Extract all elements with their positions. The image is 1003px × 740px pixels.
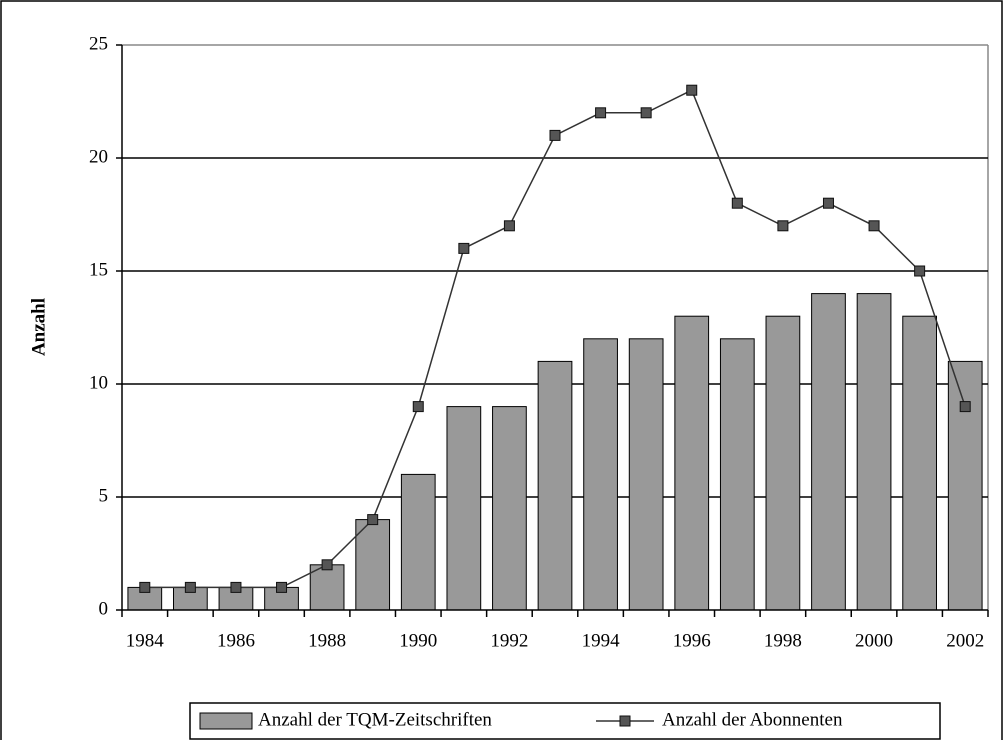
- bar: [856, 293, 892, 611]
- line-marker: [959, 401, 971, 413]
- x-tick-label: 1986: [217, 630, 255, 651]
- bar: [902, 315, 937, 611]
- line-marker: [503, 220, 515, 232]
- line-marker: [777, 220, 789, 232]
- legend-box: [189, 702, 941, 740]
- line-marker: [731, 197, 743, 209]
- bar: [400, 473, 436, 611]
- line-marker: [595, 107, 607, 119]
- x-tick-label: 1996: [673, 630, 711, 651]
- line-marker: [686, 84, 698, 96]
- y-tick-label: 15: [89, 259, 108, 280]
- y-tick-label: 5: [99, 485, 109, 506]
- y-tick-label: 25: [89, 33, 108, 54]
- x-tick-label: 2000: [855, 630, 893, 651]
- bar: [628, 338, 664, 611]
- x-tick-label: 1984: [126, 630, 165, 651]
- bar: [492, 406, 527, 611]
- y-tick-label: 10: [89, 372, 108, 393]
- x-tick-label: 1990: [399, 630, 437, 651]
- bar: [674, 315, 710, 611]
- line-marker: [549, 129, 561, 141]
- bar: [719, 338, 755, 611]
- line-marker: [914, 265, 926, 277]
- legend-marker: [619, 715, 631, 727]
- bar: [446, 406, 482, 611]
- bar: [537, 360, 573, 611]
- legend-label: Anzahl der TQM-Zeitschriften: [258, 709, 492, 730]
- line-marker: [139, 581, 151, 593]
- x-tick-label: 1994: [582, 630, 621, 651]
- bar: [811, 293, 846, 611]
- y-tick-label: 0: [99, 598, 109, 619]
- line-marker: [184, 581, 196, 593]
- line-marker: [868, 220, 880, 232]
- line-marker: [822, 197, 834, 209]
- x-tick-label: 2002: [946, 630, 984, 651]
- x-tick-label: 1998: [764, 630, 802, 651]
- x-tick-label: 1988: [308, 630, 346, 651]
- line-marker: [321, 559, 333, 571]
- y-tick-label: 20: [89, 146, 108, 167]
- bar: [765, 315, 801, 611]
- bar: [309, 564, 345, 611]
- line-marker: [458, 242, 470, 254]
- bar: [583, 338, 618, 611]
- y-axis-title: Anzahl: [28, 298, 49, 356]
- line-marker: [412, 401, 424, 413]
- legend-swatch: [199, 712, 253, 730]
- line-marker: [230, 581, 242, 593]
- x-tick-label: 1992: [490, 630, 528, 651]
- bar: [355, 519, 391, 611]
- line-marker: [640, 107, 652, 119]
- bar: [947, 360, 983, 611]
- line-marker: [367, 514, 379, 526]
- line-marker: [276, 581, 288, 593]
- legend-label: Anzahl der Abonnenten: [662, 709, 843, 730]
